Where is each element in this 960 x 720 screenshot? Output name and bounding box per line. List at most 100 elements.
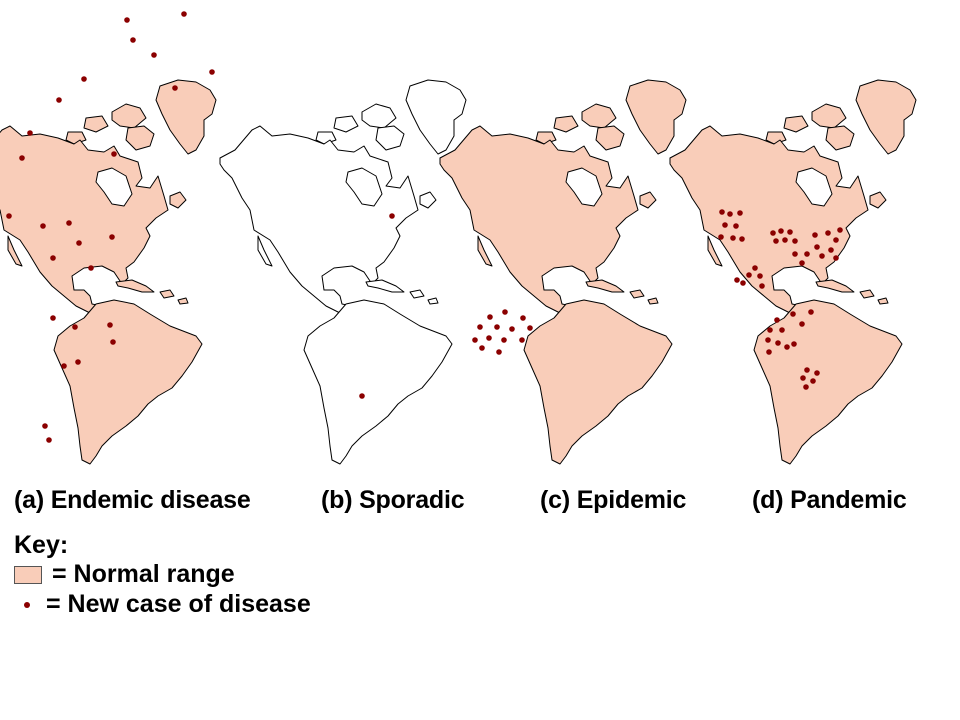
americas-land-endemic — [0, 79, 217, 465]
case-dot — [111, 151, 117, 157]
case-dot — [759, 283, 765, 289]
normal-range-label: = Normal range — [52, 560, 235, 588]
case-dot — [486, 335, 492, 341]
case-dot — [389, 213, 395, 219]
normal-range-swatch — [14, 565, 42, 584]
case-dot — [76, 240, 82, 246]
case-dot — [50, 315, 56, 321]
case-dot — [803, 384, 809, 390]
case-dot — [718, 234, 724, 240]
case-dot — [752, 265, 758, 271]
case-dot — [810, 378, 816, 384]
case-dot — [765, 337, 771, 343]
case-dot — [50, 255, 56, 261]
case-dot — [107, 322, 113, 328]
case-dot — [733, 223, 739, 229]
case-dot — [833, 255, 839, 261]
case-dot — [808, 309, 814, 315]
case-dot — [784, 344, 790, 350]
case-dot — [496, 349, 502, 355]
case-dot — [800, 375, 806, 381]
case-dot — [719, 209, 725, 215]
case-dot — [56, 97, 62, 103]
case-dot — [519, 337, 525, 343]
case-dot — [151, 52, 157, 58]
case-dot — [88, 265, 94, 271]
case-dot — [740, 280, 746, 286]
case-dot — [775, 340, 781, 346]
case-dot — [804, 251, 810, 257]
case-dot — [739, 236, 745, 242]
case-dot — [66, 220, 72, 226]
case-dot — [124, 17, 130, 23]
case-dot — [734, 277, 740, 283]
case-dot — [791, 341, 797, 347]
case-dot — [509, 326, 515, 332]
panel-label-endemic: (a) Endemic disease — [14, 486, 251, 514]
americas-land-sporadic — [219, 79, 467, 465]
case-dot — [833, 237, 839, 243]
case-dot — [520, 315, 526, 321]
case-dot — [502, 309, 508, 315]
case-dot — [722, 222, 728, 228]
map-pandemic — [669, 79, 917, 465]
case-dot — [40, 223, 46, 229]
case-dot — [799, 260, 805, 266]
case-dot — [778, 228, 784, 234]
maps-figure — [0, 11, 917, 465]
key-new-case: = New case of disease — [14, 590, 311, 619]
panel-label-sporadic: (b) Sporadic — [321, 486, 465, 514]
case-dot — [782, 237, 788, 243]
case-dot — [792, 238, 798, 244]
key-title: Key: — [14, 531, 69, 559]
panel-label-pandemic: (d) Pandemic — [752, 486, 907, 514]
case-dot — [825, 230, 831, 236]
case-dot — [790, 311, 796, 317]
case-dot — [209, 69, 215, 75]
new-case-label: = New case of disease — [46, 590, 311, 618]
case-dot — [792, 251, 798, 257]
case-dot — [19, 155, 25, 161]
case-dot — [501, 337, 507, 343]
case-dot — [81, 76, 87, 82]
case-dot — [110, 339, 116, 345]
case-dot — [837, 227, 843, 233]
case-dot — [75, 359, 81, 365]
case-dot — [828, 247, 834, 253]
case-dot — [787, 229, 793, 235]
case-dot — [812, 232, 818, 238]
map-sporadic — [219, 79, 467, 465]
case-dot — [27, 130, 33, 136]
case-dot — [46, 437, 52, 443]
case-dot — [814, 244, 820, 250]
case-dot — [109, 234, 115, 240]
case-dot — [477, 324, 483, 330]
new-case-dot-icon — [24, 601, 30, 608]
case-dot — [472, 337, 478, 343]
case-dot — [766, 349, 772, 355]
case-dot — [6, 213, 12, 219]
case-dot — [181, 11, 187, 17]
case-dot — [799, 321, 805, 327]
case-dot — [804, 367, 810, 373]
case-dot — [774, 317, 780, 323]
americas-land-pandemic — [669, 79, 917, 465]
case-dot — [746, 272, 752, 278]
case-dot — [61, 363, 67, 369]
case-dot — [487, 314, 493, 320]
case-dot — [770, 230, 776, 236]
case-dot — [72, 324, 78, 330]
case-dot — [527, 325, 533, 331]
case-dot — [730, 235, 736, 241]
americas-land-epidemic — [439, 79, 687, 465]
case-dot — [727, 211, 733, 217]
case-dot — [819, 253, 825, 259]
case-dot — [767, 327, 773, 333]
case-dot — [172, 85, 178, 91]
case-dot — [359, 393, 365, 399]
map-epidemic — [439, 79, 687, 465]
case-dot — [130, 37, 136, 43]
case-dot — [773, 238, 779, 244]
key-normal-range: = Normal range — [14, 560, 235, 589]
case-dot — [779, 327, 785, 333]
